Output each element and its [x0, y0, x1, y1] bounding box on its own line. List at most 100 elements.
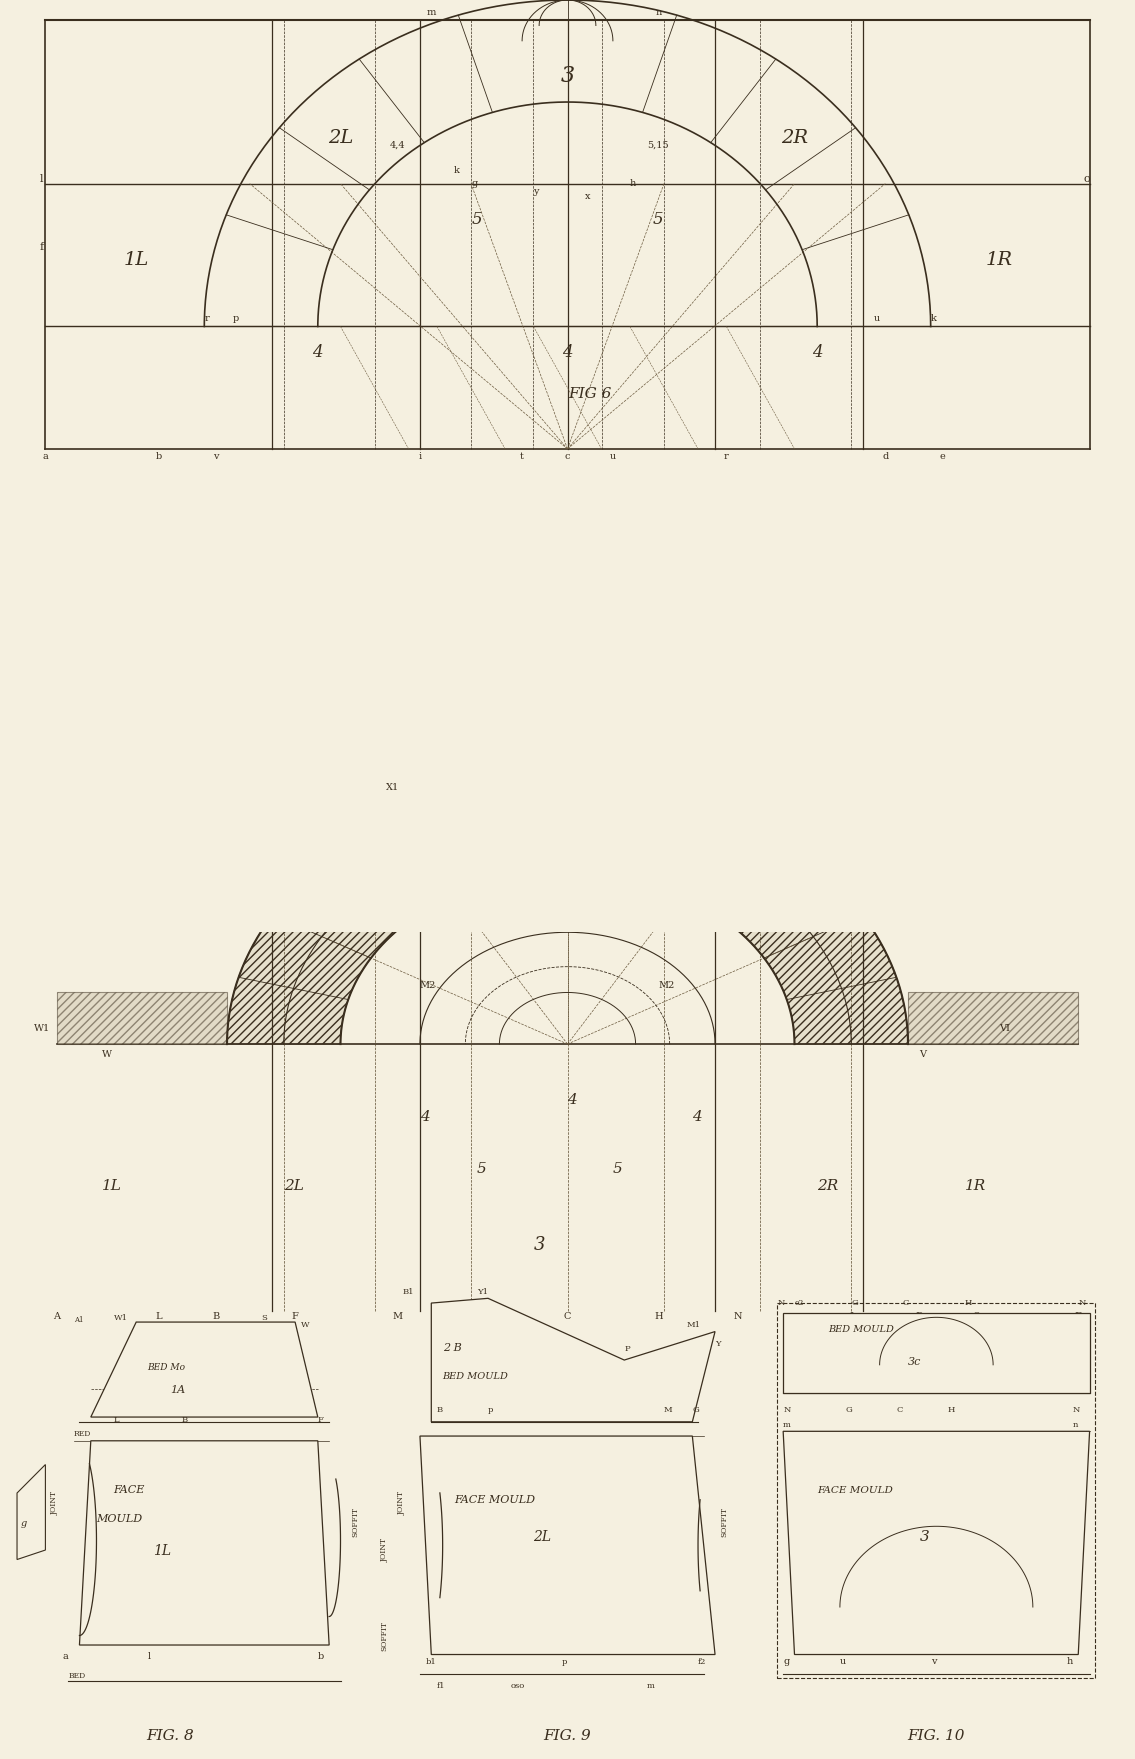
- Text: A1: A1: [74, 1316, 83, 1325]
- Text: C: C: [897, 1405, 903, 1414]
- Polygon shape: [79, 1441, 329, 1645]
- Text: 3: 3: [919, 1530, 930, 1544]
- Text: 3c: 3c: [908, 1356, 922, 1367]
- Text: FIG. 10: FIG. 10: [908, 1729, 965, 1743]
- Text: JOINT: JOINT: [380, 1537, 388, 1562]
- Text: O: O: [973, 1312, 980, 1321]
- Text: c: c: [565, 452, 570, 461]
- Text: f1: f1: [437, 1682, 445, 1690]
- Text: V: V: [919, 1050, 926, 1059]
- Text: k: k: [454, 167, 460, 176]
- Text: F: F: [318, 1416, 323, 1423]
- Text: FIG 6: FIG 6: [569, 387, 612, 401]
- Text: 5: 5: [477, 1163, 487, 1177]
- Text: BED: BED: [68, 1673, 85, 1680]
- Polygon shape: [91, 1323, 318, 1418]
- Text: u: u: [874, 315, 881, 324]
- Text: FACE: FACE: [431, 1439, 453, 1448]
- Text: N: N: [777, 1298, 784, 1307]
- Text: b: b: [155, 452, 162, 461]
- Text: v: v: [213, 452, 218, 461]
- Text: 4: 4: [312, 345, 323, 361]
- Bar: [777, 1303, 1095, 1678]
- Text: W: W: [301, 1321, 310, 1328]
- Text: u: u: [609, 452, 616, 461]
- Text: B: B: [182, 1416, 187, 1423]
- Text: 4: 4: [692, 1110, 703, 1124]
- Polygon shape: [908, 992, 1078, 1045]
- Text: M2: M2: [420, 982, 436, 990]
- Text: FIG. 9: FIG. 9: [544, 1729, 591, 1743]
- Text: 3: 3: [561, 65, 574, 86]
- Text: n: n: [655, 9, 662, 18]
- Text: FACE MOULD: FACE MOULD: [817, 1486, 893, 1495]
- Text: g: g: [783, 1657, 790, 1666]
- Text: FACE: FACE: [114, 1485, 145, 1495]
- Text: N: N: [733, 1312, 742, 1321]
- Text: d: d: [882, 452, 889, 461]
- Text: 4: 4: [568, 1094, 578, 1106]
- Text: G: G: [692, 1405, 699, 1414]
- Polygon shape: [431, 1298, 715, 1421]
- Text: oso: oso: [511, 1682, 526, 1690]
- Text: M2: M2: [658, 982, 674, 990]
- Text: VI: VI: [999, 1024, 1010, 1033]
- Text: C: C: [564, 1312, 571, 1321]
- Text: S: S: [261, 1314, 267, 1323]
- Text: u: u: [840, 1657, 847, 1666]
- Text: f: f: [40, 243, 44, 252]
- Text: I: I: [849, 1312, 854, 1321]
- Text: m: m: [427, 9, 436, 18]
- Text: N: N: [783, 1405, 790, 1414]
- Text: E: E: [1075, 1312, 1082, 1321]
- Text: Y1: Y1: [477, 1288, 488, 1296]
- Text: i: i: [419, 452, 421, 461]
- Text: p: p: [488, 1405, 494, 1414]
- Text: 4: 4: [812, 345, 823, 361]
- Text: H: H: [965, 1298, 972, 1307]
- Polygon shape: [420, 1435, 715, 1655]
- Polygon shape: [783, 1432, 1090, 1655]
- Text: 2 B: 2 B: [443, 1342, 462, 1353]
- Text: v: v: [931, 1657, 936, 1666]
- Text: g: g: [471, 179, 478, 188]
- Text: k: k: [931, 315, 936, 324]
- Text: M: M: [393, 1312, 402, 1321]
- Text: FACE MOULD: FACE MOULD: [454, 1495, 535, 1504]
- Text: L: L: [114, 1416, 119, 1423]
- Text: 1R: 1R: [965, 1179, 986, 1193]
- Text: 5,15: 5,15: [647, 141, 670, 150]
- Text: W: W: [102, 1050, 112, 1059]
- Text: e: e: [939, 452, 945, 461]
- Text: t: t: [520, 452, 524, 461]
- Text: 2R: 2R: [817, 1179, 839, 1193]
- Text: BED MOULD: BED MOULD: [829, 1325, 894, 1333]
- Text: 5: 5: [653, 211, 664, 229]
- Text: PLAN: PLAN: [539, 1386, 596, 1405]
- Text: G: G: [473, 1312, 480, 1321]
- Text: FIG. 8: FIG. 8: [146, 1729, 194, 1743]
- Text: 1L: 1L: [153, 1544, 171, 1558]
- Text: G: G: [851, 1298, 858, 1307]
- Text: m: m: [783, 1421, 791, 1428]
- Text: 5: 5: [471, 211, 482, 229]
- Text: JOINT: JOINT: [51, 1490, 59, 1514]
- Text: r: r: [724, 452, 729, 461]
- Text: y: y: [533, 186, 539, 195]
- Text: h: h: [630, 179, 637, 188]
- Polygon shape: [57, 992, 227, 1045]
- Text: MOULD: MOULD: [96, 1513, 143, 1523]
- Text: l: l: [148, 1652, 151, 1660]
- Text: 2L: 2L: [328, 128, 353, 146]
- Text: H: H: [948, 1405, 955, 1414]
- Text: SOFFIT: SOFFIT: [721, 1506, 729, 1537]
- Polygon shape: [783, 1312, 1090, 1393]
- Text: 3: 3: [533, 1237, 545, 1254]
- Text: m: m: [647, 1682, 655, 1690]
- Text: SOFFIT: SOFFIT: [352, 1506, 360, 1537]
- Text: f2: f2: [698, 1659, 706, 1666]
- Text: W1: W1: [114, 1314, 127, 1323]
- Text: B: B: [437, 1405, 443, 1414]
- Text: x: x: [585, 192, 590, 201]
- Text: 4: 4: [562, 345, 573, 361]
